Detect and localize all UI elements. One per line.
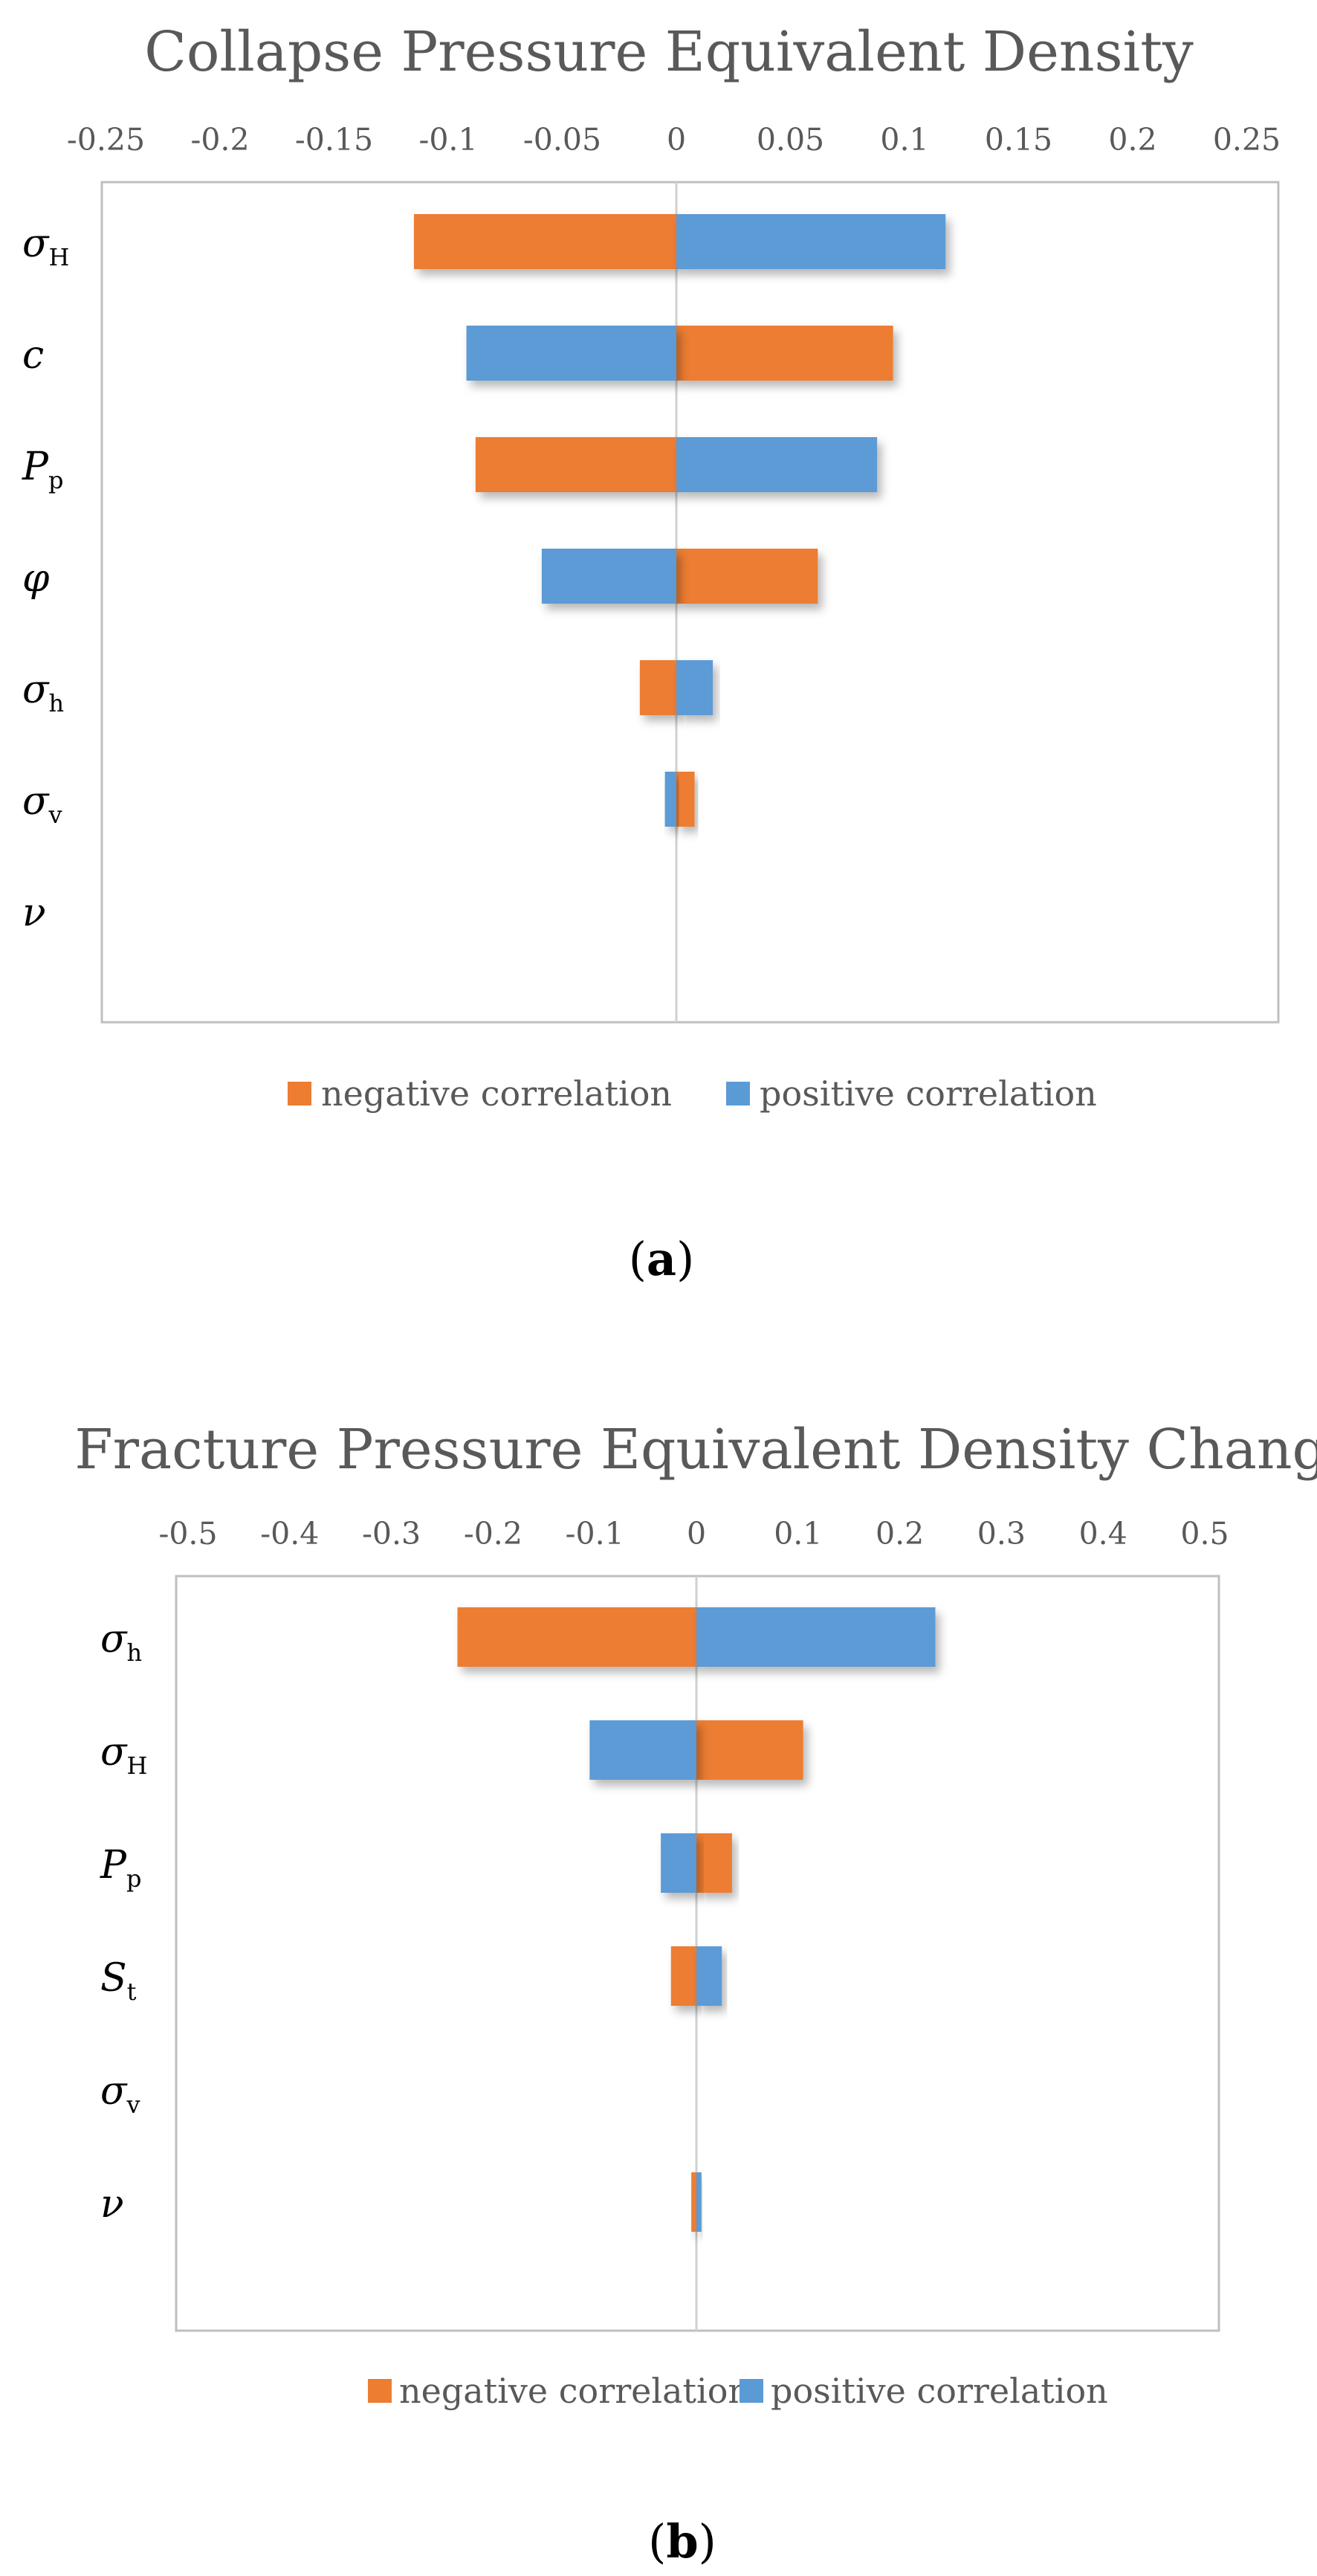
chart-a-tick-label: -0.15	[295, 122, 373, 158]
chart-a-tick-label: 0	[667, 122, 686, 158]
chart-a-categories: σH c Pp φ σh σv ν	[22, 222, 69, 935]
chart-b-tick-label: 0.4	[1079, 1516, 1127, 1552]
chart-a-tick-label: -0.25	[67, 122, 145, 158]
chart-a-tick-label: 0.25	[1213, 122, 1281, 158]
chart-a-category-label: σH	[22, 222, 69, 271]
chart-a-legend-positive: positive correlation	[760, 1074, 1097, 1114]
chart-a-tick-label: 0.15	[985, 122, 1052, 158]
chart-b-tick-label: -0.5	[158, 1516, 217, 1552]
chart-a-bar-negative	[413, 214, 676, 269]
chart-a-x-axis: -0.25 -0.2 -0.15 -0.1 -0.05 0 0.05 0.1 0.15 0.2 0.…	[67, 122, 1281, 158]
chart-a-tick-label: 0.1	[880, 122, 928, 158]
chart-b-bar-negative	[670, 1946, 696, 2006]
chart-b-tick-label: -0.3	[362, 1516, 421, 1552]
chart-a-bar-positive	[676, 437, 878, 492]
chart-a-tick-label: 0.2	[1108, 122, 1156, 158]
chart-b-bar-negative	[691, 2172, 696, 2232]
chart-b-tick-label: -0.1	[566, 1516, 624, 1552]
chart-a-legend-swatch-negative	[288, 1082, 311, 1105]
chart-a-category-label: c	[22, 333, 44, 378]
chart-b-x-axis: -0.5 -0.4 -0.3 -0.2 -0.1 0 0.1 0.2 0.3 0.4 0.5	[158, 1516, 1229, 1552]
chart-a-bar-negative	[639, 660, 676, 715]
chart-a-legend-negative: negative correlation	[321, 1074, 672, 1114]
chart-b-category-label: ν	[100, 2182, 124, 2227]
chart-b-tick-label: 0.1	[774, 1516, 822, 1552]
chart-a-bar-positive	[676, 660, 713, 715]
chart-a-bar-negative	[676, 549, 818, 604]
chart-b-categories: σh σH Pp St σv ν	[100, 1617, 147, 2227]
chart-b-tick-label: 0.5	[1180, 1516, 1229, 1552]
chart-b-legend: negative correlation positive correlatio…	[368, 2371, 1108, 2411]
chart-b-legend-swatch-positive	[740, 2379, 763, 2403]
chart-b-tick-label: -0.4	[260, 1516, 319, 1552]
chart-b-tick-label: 0.2	[876, 1516, 924, 1552]
chart-b-category-label: σh	[100, 1617, 142, 1667]
chart-b-bar-positive	[696, 1946, 722, 2006]
chart-a-category-label: σh	[22, 668, 64, 717]
chart-b-tick-label: 0.3	[977, 1516, 1026, 1552]
chart-b-tick-label: 0	[687, 1516, 706, 1552]
chart-a-bar-negative	[676, 772, 695, 827]
chart-a-legend: negative correlation positive correlatio…	[288, 1074, 1097, 1114]
chart-b: Fracture Pressure Equivalent Density Cha…	[74, 1418, 1317, 2569]
chart-b-title: Fracture Pressure Equivalent Density Cha…	[74, 1418, 1317, 1482]
chart-b-panel-label: (b)	[648, 2514, 716, 2569]
chart-b-bar-negative	[696, 1720, 803, 1780]
chart-b-tick-label: -0.2	[464, 1516, 522, 1552]
chart-a-panel-label: (a)	[629, 1232, 695, 1286]
chart-a-bars	[413, 214, 946, 827]
chart-b-bar-negative	[696, 1833, 732, 1893]
chart-a-bar-positive	[676, 214, 946, 269]
chart-a-bar-positive	[466, 326, 676, 381]
chart-a-bar-negative	[475, 437, 676, 492]
chart-a-title: Collapse Pressure Equivalent Density	[144, 20, 1194, 84]
chart-b-category-label: σH	[100, 1730, 147, 1780]
chart-a-bar-positive	[541, 549, 676, 604]
chart-b-bars	[457, 1607, 936, 2232]
chart-b-category-label: Pp	[100, 1843, 141, 1893]
chart-a-bar-positive	[664, 772, 676, 827]
chart-a-category-label: Pp	[22, 445, 63, 494]
chart-a-tick-label: -0.1	[418, 122, 477, 158]
chart-a-bar-negative	[676, 326, 893, 381]
chart-b-category-label: σv	[100, 2069, 140, 2119]
chart-a-legend-swatch-positive	[726, 1082, 750, 1105]
chart-b-legend-negative: negative correlation	[399, 2371, 750, 2411]
chart-a-category-label: φ	[22, 556, 50, 601]
chart-b-legend-positive: positive correlation	[771, 2371, 1108, 2411]
chart-a: Collapse Pressure Equivalent Density -0.…	[22, 20, 1281, 1286]
chart-a-tick-label: 0.05	[757, 122, 824, 158]
chart-b-legend-swatch-negative	[368, 2379, 392, 2403]
chart-a-category-label: ν	[22, 891, 46, 935]
chart-b-bar-positive	[589, 1720, 696, 1780]
chart-b-category-label: St	[100, 1956, 137, 2006]
chart-b-bar-positive	[661, 1833, 696, 1893]
chart-a-tick-label: -0.05	[523, 122, 601, 158]
chart-a-tick-label: -0.2	[190, 122, 249, 158]
chart-b-bar-positive	[696, 2172, 702, 2232]
chart-b-bar-negative	[457, 1607, 696, 1667]
chart-b-bar-positive	[696, 1607, 936, 1667]
chart-a-category-label: σv	[22, 779, 62, 829]
